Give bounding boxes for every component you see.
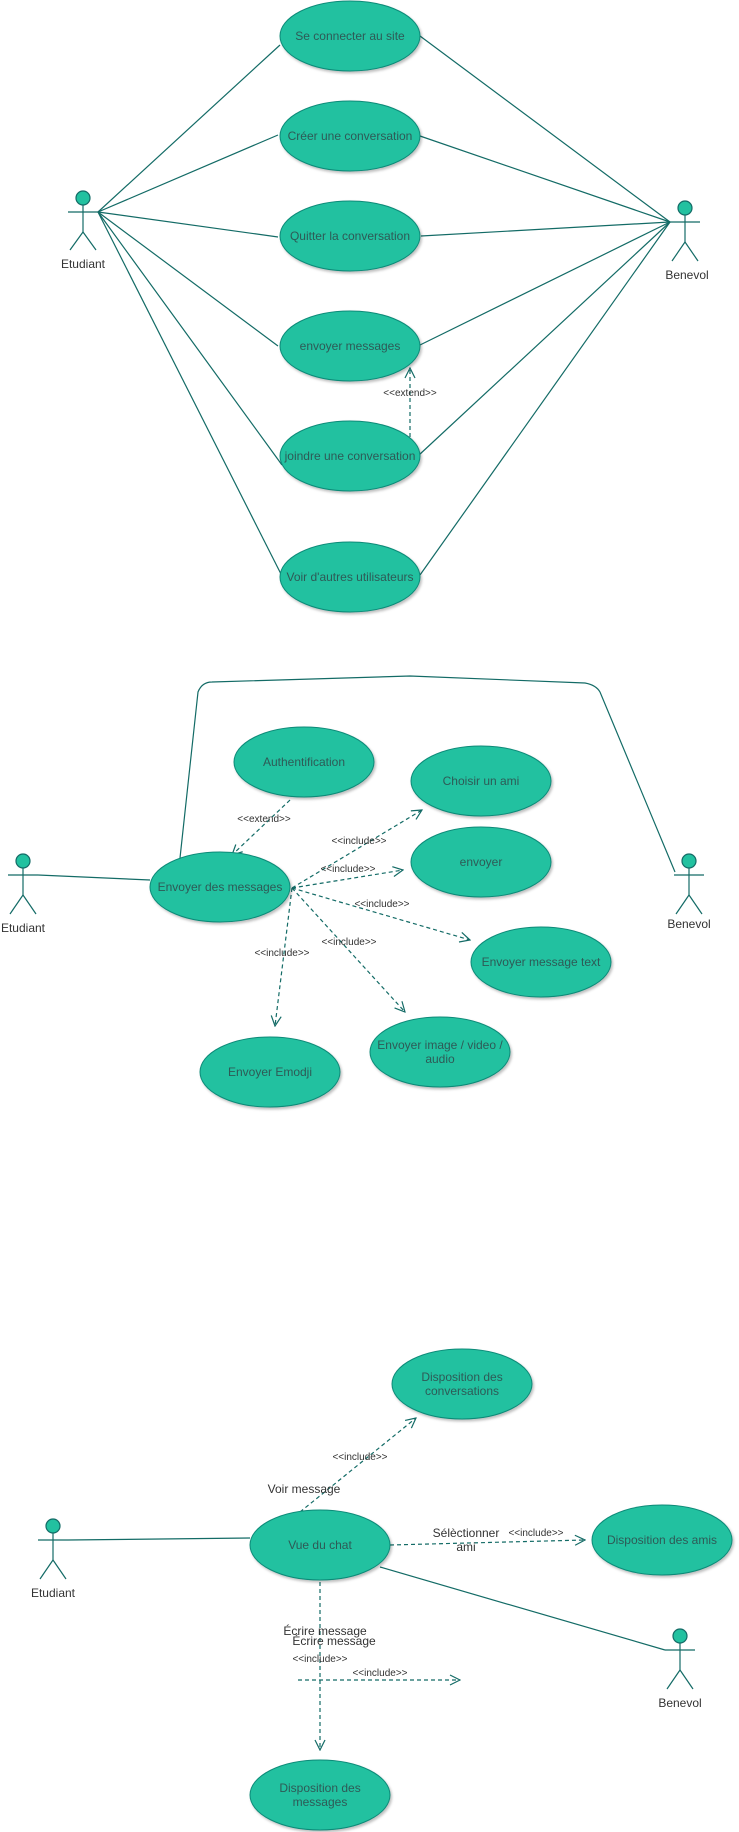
uc-vue-du-chat[interactable]: Vue du chat <box>249 1509 391 1581</box>
diagram3-associations <box>67 1418 666 1750</box>
uc-envoyer-message-text[interactable]: Envoyer message text <box>470 926 612 998</box>
uc-voir-utilisateurs-label: Voir d'autres utilisateurs <box>286 570 413 584</box>
uc-authentification-label: Authentification <box>263 755 345 769</box>
d3-selectionner-label-line1: Sélèctionner <box>433 1526 500 1540</box>
d2-include-envoyer-label: <<include>> <box>320 864 375 875</box>
uc-disposition-amis[interactable]: Disposition des amis <box>591 1504 733 1576</box>
d3-actor-benevol-label: Benevol <box>658 1696 701 1710</box>
diagram-2: Authentification Choisir un ami Envoyer … <box>1 675 711 1108</box>
uc-vue-du-chat-label: Vue du chat <box>288 1538 352 1552</box>
uc-voir-utilisateurs[interactable]: Voir d'autres utilisateurs <box>279 541 421 613</box>
uc-choisir-ami[interactable]: Choisir un ami <box>410 745 552 817</box>
d3-ecrire-message-label-2: Écrire message <box>292 1633 376 1648</box>
d2-include-choisir-label: <<include>> <box>331 836 386 847</box>
d3-include-conversations-label: <<include>> <box>332 1452 387 1463</box>
uc-envoyer-label: envoyer <box>460 855 503 869</box>
d3-voir-message-label: Voir message <box>268 1482 341 1496</box>
d3-selectionner-label-line2: ami <box>456 1540 475 1554</box>
d1-extend-label: <<extend>> <box>383 388 437 399</box>
uc-authentification[interactable]: Authentification <box>233 726 375 798</box>
d2-actor-benevol[interactable]: Benevol <box>667 853 711 931</box>
uc-envoyer-message-text-label: Envoyer message text <box>482 955 601 969</box>
uc-quitter-conversation[interactable]: Quitter la conversation <box>279 200 421 272</box>
d2-include-image-label: <<include>> <box>321 937 376 948</box>
uc-disposition-messages[interactable]: Disposition des messages <box>249 1759 391 1831</box>
d2-include-emodji-label: <<include>> <box>254 948 309 959</box>
d1-actor-etudiant-label: Etudiant <box>61 257 106 271</box>
d2-actor-benevol-label: Benevol <box>667 917 710 931</box>
uc-disposition-conversations-line2: conversations <box>425 1384 499 1398</box>
uc-se-connecter[interactable]: Se connecter au site <box>279 0 421 72</box>
uc-envoyer-des-messages[interactable]: Envoyer des messages <box>149 851 291 923</box>
uc-envoyer-emodji-label: Envoyer Emodji <box>228 1065 312 1079</box>
diagram1-associations <box>97 35 671 581</box>
uc-disposition-messages-line1: Disposition des <box>279 1781 360 1795</box>
d3-actor-benevol[interactable]: Benevol <box>658 1628 702 1710</box>
d2-actor-etudiant-label: Etudiant <box>1 921 46 935</box>
uc-disposition-conversations-line1: Disposition des <box>421 1370 502 1384</box>
uc-choisir-ami-label: Choisir un ami <box>443 774 520 788</box>
uc-creer-conversation[interactable]: Créer une conversation <box>279 100 421 172</box>
uc-quitter-conversation-label: Quitter la conversation <box>290 229 410 243</box>
uc-envoyer-image-label-line1: Envoyer image / video / <box>377 1038 503 1052</box>
d3-actor-etudiant[interactable]: Etudiant <box>31 1518 76 1600</box>
d3-ecrire-message-label-1: Écrire message <box>283 1623 367 1638</box>
d2-actor-etudiant[interactable]: Etudiant <box>1 853 46 935</box>
uc-envoyer-messages-label: envoyer messages <box>300 339 401 353</box>
d3-include-floating-label: <<include>> <box>352 1668 407 1679</box>
uc-envoyer[interactable]: envoyer <box>410 826 552 898</box>
uc-envoyer-des-messages-label: Envoyer des messages <box>158 880 283 894</box>
diagram-1: Se connecter au site Créer une conversat… <box>61 0 709 613</box>
diagram2-associations <box>37 675 676 1026</box>
d1-actor-benevol-label: Benevol <box>665 268 708 282</box>
uc-envoyer-emodji[interactable]: Envoyer Emodji <box>199 1036 341 1108</box>
d1-actor-benevol[interactable]: Benevol <box>665 200 709 282</box>
d2-extend-label: <<extend>> <box>237 814 291 825</box>
uc-envoyer-messages[interactable]: envoyer messages <box>279 310 421 382</box>
uc-creer-conversation-label: Créer une conversation <box>288 129 413 143</box>
d3-actor-etudiant-label: Etudiant <box>31 1586 76 1600</box>
d3-include-amis-label: <<include>> <box>508 1528 563 1539</box>
uc-envoyer-image-label-line2: audio <box>425 1052 455 1066</box>
uc-disposition-messages-line2: messages <box>293 1795 348 1809</box>
uc-joindre-conversation[interactable]: joindre une conversation <box>279 420 421 492</box>
uc-disposition-conversations[interactable]: Disposition des conversations <box>391 1348 533 1420</box>
d1-actor-etudiant[interactable]: Etudiant <box>61 190 106 271</box>
uc-disposition-amis-label: Disposition des amis <box>607 1533 717 1547</box>
diagram-3: Disposition des conversations Vue du cha… <box>31 1348 733 1831</box>
uc-joindre-conversation-label: joindre une conversation <box>284 449 416 463</box>
uc-se-connecter-label: Se connecter au site <box>295 29 405 43</box>
d3-include-messages-label: <<include>> <box>292 1654 347 1665</box>
uc-envoyer-image-video-audio[interactable]: Envoyer image / video / audio <box>369 1016 511 1088</box>
d2-include-text-label: <<include>> <box>354 899 409 910</box>
